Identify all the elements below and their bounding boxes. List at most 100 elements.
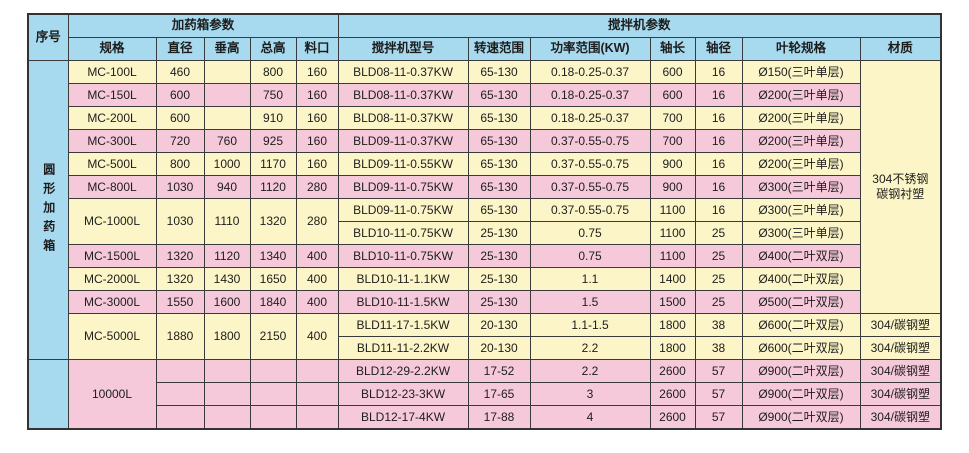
table-cell: 400 (295, 290, 339, 314)
table-cell: 160 (295, 106, 339, 130)
table-cell: Ø200(三叶单层) (741, 83, 861, 107)
header-group-mixer-params: 搅拌机参数 (337, 13, 942, 38)
table-cell: 25 (694, 221, 743, 245)
table-cell (295, 405, 339, 430)
table-cell (203, 83, 251, 107)
table-cell: 800 (249, 60, 297, 84)
header-group-row: 序号 加药箱参数 搅拌机参数 (27, 13, 942, 61)
table-cell: MC-800L (67, 175, 157, 199)
table-cell: 1800 (649, 336, 696, 360)
table-row: BLD11-11-2.2KW 20-130 2.2 1800 38 Ø600(二叶双层) 3… (28, 336, 942, 360)
table-row: BLD10-11-0.75KW 25-130 0.75 1100 25 Ø300(三叶单层… (28, 221, 941, 245)
table-cell: 600 (155, 83, 205, 107)
table-cell: 1430 (203, 267, 251, 291)
table-cell: 2600 (649, 382, 696, 406)
table-cell: 1800 (649, 313, 696, 337)
table-row: MC-5000L 1880 1800 2150 400 BLD11-17-1.5KW 20-… (28, 313, 942, 360)
table-row: MC-1500L 1320 1120 1340 400 BLD10-11-0.75KW 25… (28, 244, 941, 268)
table-row: MC-1000L 1030 1110 1320 280 BLD09-11-0.75KW 65… (28, 198, 941, 245)
table-cell: BLD10-11-1.1KW (337, 267, 469, 291)
table-cell: 1120 (203, 244, 251, 268)
table-cell: 57 (694, 359, 743, 383)
table-cell: Ø500(二叶双层) (741, 290, 861, 314)
table-cell: 0.18-0.25-0.37 (529, 83, 651, 107)
table-cell: 750 (249, 83, 297, 107)
table-cell: 400 (295, 313, 339, 360)
table-cell: 1340 (249, 244, 297, 268)
table-cell: 25-130 (467, 244, 531, 268)
header-power-range: 功率范围(KW) (529, 37, 651, 61)
table-cell: BLD10-11-1.5KW (337, 290, 469, 314)
table-cell (155, 382, 205, 406)
table-cell: 20-130 (467, 313, 531, 337)
table-cell: 16 (694, 60, 743, 84)
table-cell: MC-3000L (67, 290, 157, 314)
table-cell: BLD08-11-0.37KW (337, 83, 469, 107)
table-cell: MC-5000L (67, 313, 157, 360)
table-cell: 0.75 (529, 244, 651, 268)
table-cell: 800 (155, 152, 205, 176)
table-cell: 600 (649, 83, 696, 107)
header-total-height: 总高 (249, 37, 297, 61)
table-cell: 16 (694, 106, 743, 130)
table-cell: Ø150(三叶单层) (741, 60, 861, 84)
table-cell: 65-130 (467, 129, 531, 153)
header-speed-range: 转速范围 (467, 37, 531, 61)
table-cell: 1400 (649, 267, 696, 291)
table-cell: Ø900(二叶双层) (741, 405, 861, 430)
table-cell: 160 (295, 129, 339, 153)
table-cell: MC-200L (67, 106, 157, 130)
table-cell (249, 359, 297, 383)
table-cell: 25 (694, 267, 743, 291)
table-cell: 304/碳钢塑 (859, 359, 942, 383)
table-cell: 17-65 (467, 382, 531, 406)
table-cell: Ø900(二叶双层) (741, 382, 861, 406)
table-cell: 65-130 (467, 83, 531, 107)
table-cell: 65-130 (467, 198, 531, 222)
table-cell: BLD08-11-0.37KW (337, 60, 469, 84)
table-cell: 10000L (67, 359, 157, 430)
table-cell: 25 (694, 290, 743, 314)
table-cell: 900 (649, 175, 696, 199)
table-cell: MC-1000L (67, 198, 157, 245)
table-cell: 16 (694, 83, 743, 107)
table-cell: 1320 (155, 244, 205, 268)
table-cell: 1030 (155, 198, 205, 245)
header-impeller-spec: 叶轮规格 (741, 37, 861, 61)
table-row: MC-200L 600 910 160 BLD08-11-0.37KW 65-130 0.1… (28, 106, 941, 130)
table-cell: 700 (649, 129, 696, 153)
table-cell: 304不锈钢 碳钢衬塑 (859, 60, 942, 314)
header-group-tank-params: 加药箱参数 (67, 13, 339, 38)
table-cell: Ø600(二叶双层) (741, 313, 861, 337)
table-cell: Ø200(三叶单层) (741, 106, 861, 130)
table-cell: 2600 (649, 405, 696, 430)
table-cell: Ø200(三叶单层) (741, 129, 861, 153)
table-cell: 304/碳钢塑 (859, 313, 942, 337)
table-cell: BLD11-11-2.2KW (337, 336, 469, 360)
header-shaft-diameter: 轴径 (694, 37, 743, 61)
table-cell: 304/碳钢塑 (859, 405, 942, 430)
table-cell: 304/碳钢塑 (859, 336, 942, 360)
table-cell (249, 382, 297, 406)
table-cell (249, 405, 297, 430)
table-cell: 160 (295, 83, 339, 107)
table-cell: BLD12-29-2.2KW (337, 359, 469, 383)
table-cell (155, 359, 205, 383)
table-cell: 1500 (649, 290, 696, 314)
table-cell: 16 (694, 152, 743, 176)
table-cell (203, 60, 251, 84)
table-cell: Ø900(二叶双层) (741, 359, 861, 383)
table-cell: 1320 (249, 198, 297, 245)
table-row: 10000L BLD12-29-2.2KW 17-52 2.2 2600 57 Ø900(二… (27, 359, 942, 430)
table-cell: 720 (155, 129, 205, 153)
table-cell: BLD08-11-0.37KW (337, 106, 469, 130)
table-cell: 3 (529, 382, 651, 406)
table-cell: MC-1500L (67, 244, 157, 268)
table-cell: 17-52 (467, 359, 531, 383)
table-cell (295, 382, 339, 406)
table-cell: 0.37-0.55-0.75 (529, 198, 651, 222)
table-cell: 2150 (249, 313, 297, 360)
table-cell: 460 (155, 60, 205, 84)
table-header: 序号 加药箱参数 搅拌机参数 规格 直径 垂高 总高 料口 搅拌机型号 转速范围… (27, 13, 942, 61)
table-cell: 1880 (155, 313, 205, 360)
